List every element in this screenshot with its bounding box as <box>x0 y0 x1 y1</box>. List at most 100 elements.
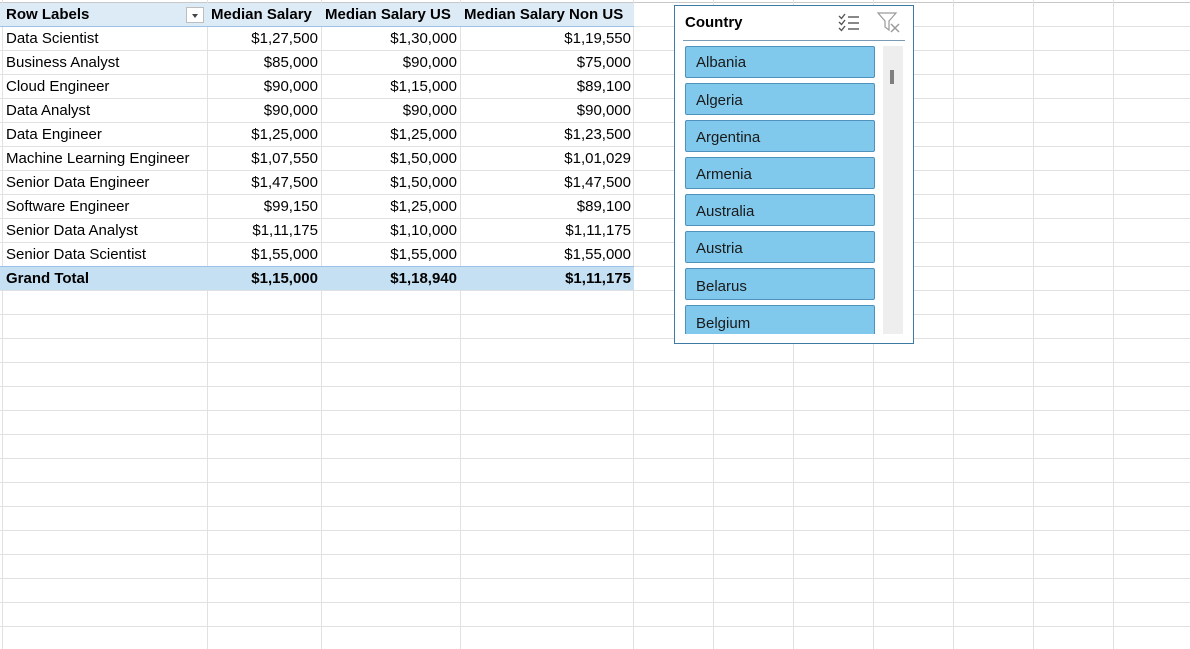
pivot-cell-median-us[interactable]: $1,10,000 <box>390 222 457 239</box>
median-salary-non-us-header[interactable]: Median Salary Non US <box>464 6 624 23</box>
grid-row-line <box>0 314 1190 315</box>
slicer-item-list: Albania Algeria Argentina Armenia Austra… <box>685 46 877 334</box>
grid-row-line <box>0 74 1190 75</box>
grand-total-median[interactable]: $1,15,000 <box>251 270 318 287</box>
slicer-item-austria[interactable]: Austria <box>685 231 875 263</box>
pivot-row-label[interactable]: Senior Data Analyst <box>6 222 138 239</box>
pivot-row: Machine Learning Engineer $1,07,550 $1,5… <box>0 147 634 171</box>
grand-total-median-non-us[interactable]: $1,11,175 <box>565 270 631 287</box>
pivot-cell-median-us[interactable]: $90,000 <box>402 102 457 119</box>
grid-row-line <box>0 146 1190 147</box>
grid-row-line <box>0 290 1190 291</box>
pivot-cell-median[interactable]: $1,55,000 <box>251 246 318 263</box>
grid-row-line <box>0 458 1190 459</box>
grid-col-line <box>953 0 954 649</box>
grid-row-line <box>0 242 1190 243</box>
grid-row-line <box>0 530 1190 531</box>
pivot-row-label[interactable]: Cloud Engineer <box>6 78 110 95</box>
pivot-cell-median-non-us[interactable]: $1,01,029 <box>564 150 631 167</box>
pivot-cell-median-non-us[interactable]: $75,000 <box>576 54 631 71</box>
pivot-row: Senior Data Scientist $1,55,000 $1,55,00… <box>0 243 634 267</box>
pivot-cell-median-non-us[interactable]: $89,100 <box>576 78 631 95</box>
grid-col-line <box>2 0 3 649</box>
pivot-cell-median-non-us[interactable]: $90,000 <box>576 102 631 119</box>
grid-col-line <box>1033 0 1034 649</box>
slicer-item-belgium[interactable]: Belgium <box>685 305 875 334</box>
grid-row-line <box>0 50 1190 51</box>
country-slicer[interactable]: Country Albania Algeria Argentina Armeni… <box>674 5 914 344</box>
grid-row-line <box>0 338 1190 339</box>
pivot-cell-median-non-us[interactable]: $89,100 <box>576 198 631 215</box>
pivot-row: Data Engineer $1,25,000 $1,25,000 $1,23,… <box>0 123 634 147</box>
slicer-scrollbar[interactable] <box>883 46 903 334</box>
pivot-row-label[interactable]: Data Engineer <box>6 126 102 143</box>
slicer-item-albania[interactable]: Albania <box>685 46 875 78</box>
pivot-row-label[interactable]: Business Analyst <box>6 54 120 71</box>
grand-total-median-us[interactable]: $1,18,940 <box>390 270 457 287</box>
grid-row-line <box>0 506 1190 507</box>
pivot-row-label[interactable]: Senior Data Scientist <box>6 246 147 263</box>
median-salary-header[interactable]: Median Salary <box>211 6 312 23</box>
grid-row-line <box>0 362 1190 363</box>
pivot-cell-median[interactable]: $1,27,500 <box>251 30 318 47</box>
pivot-cell-median-us[interactable]: $1,25,000 <box>390 198 457 215</box>
grid-col-line <box>207 0 208 649</box>
pivot-header-row: Row Labels Median Salary Median Salary U… <box>0 3 634 27</box>
slicer-item-belarus[interactable]: Belarus <box>685 268 875 300</box>
slicer-title: Country <box>685 14 743 31</box>
grid-row-line <box>0 434 1190 435</box>
slicer-item-algeria[interactable]: Algeria <box>685 83 875 115</box>
pivot-cell-median-us[interactable]: $1,50,000 <box>390 174 457 191</box>
grid-col-line <box>460 0 461 649</box>
clear-filter-icon[interactable] <box>877 11 901 33</box>
pivot-cell-median[interactable]: $99,150 <box>263 198 318 215</box>
pivot-row-label[interactable]: Machine Learning Engineer <box>6 150 190 167</box>
pivot-cell-median[interactable]: $1,07,550 <box>251 150 318 167</box>
pivot-cell-median[interactable]: $90,000 <box>263 102 318 119</box>
pivot-row: Software Engineer $99,150 $1,25,000 $89,… <box>0 195 634 219</box>
pivot-cell-median-us[interactable]: $1,30,000 <box>390 30 457 47</box>
grid-row-line <box>0 602 1190 603</box>
pivot-row-label[interactable]: Data Scientist <box>6 30 99 47</box>
pivot-grand-total-row: Grand Total $1,15,000 $1,18,940 $1,11,17… <box>0 266 634 290</box>
pivot-row: Business Analyst $85,000 $90,000 $75,000 <box>0 51 634 75</box>
pivot-cell-median-non-us[interactable]: $1,11,175 <box>565 222 631 239</box>
pivot-cell-median-us[interactable]: $1,55,000 <box>390 246 457 263</box>
grand-total-label[interactable]: Grand Total <box>6 270 90 287</box>
slicer-scrollbar-thumb[interactable] <box>890 70 894 84</box>
pivot-cell-median[interactable]: $85,000 <box>263 54 318 71</box>
grid-col-line <box>321 0 322 649</box>
pivot-row: Senior Data Analyst $1,11,175 $1,10,000 … <box>0 219 634 243</box>
slicer-item-argentina[interactable]: Argentina <box>685 120 875 152</box>
row-labels-header[interactable]: Row Labels <box>6 6 90 23</box>
pivot-cell-median-us[interactable]: $1,25,000 <box>390 126 457 143</box>
slicer-item-armenia[interactable]: Armenia <box>685 157 875 189</box>
pivot-cell-median-non-us[interactable]: $1,47,500 <box>564 174 631 191</box>
pivot-cell-median[interactable]: $1,25,000 <box>251 126 318 143</box>
pivot-row-label[interactable]: Senior Data Engineer <box>6 174 150 191</box>
pivot-cell-median[interactable]: $90,000 <box>263 78 318 95</box>
pivot-cell-median-non-us[interactable]: $1,23,500 <box>564 126 631 143</box>
pivot-cell-median-us[interactable]: $1,15,000 <box>390 78 457 95</box>
grid-row-line <box>0 122 1190 123</box>
pivot-cell-median-us[interactable]: $90,000 <box>402 54 457 71</box>
grid-row-line <box>0 554 1190 555</box>
pivot-cell-median-non-us[interactable]: $1,55,000 <box>564 246 631 263</box>
pivot-row-label[interactable]: Software Engineer <box>6 198 130 215</box>
pivot-cell-median-us[interactable]: $1,50,000 <box>390 150 457 167</box>
grid-row-line <box>0 626 1190 627</box>
pivot-cell-median[interactable]: $1,47,500 <box>251 174 318 191</box>
pivot-row-label[interactable]: Data Analyst <box>6 102 91 119</box>
pivot-cell-median-non-us[interactable]: $1,19,550 <box>564 30 631 47</box>
grid-row-line <box>0 98 1190 99</box>
grid-row-line <box>0 170 1190 171</box>
pivot-cell-median[interactable]: $1,11,175 <box>252 222 318 239</box>
grid-row-line <box>0 482 1190 483</box>
slicer-item-australia[interactable]: Australia <box>685 194 875 226</box>
multi-select-icon[interactable] <box>838 12 860 32</box>
grid-row-line <box>0 386 1190 387</box>
median-salary-us-header[interactable]: Median Salary US <box>325 6 451 23</box>
grid-col-line <box>633 0 634 649</box>
row-labels-filter-dropdown-icon[interactable] <box>186 7 204 23</box>
pivot-row: Data Analyst $90,000 $90,000 $90,000 <box>0 99 634 123</box>
